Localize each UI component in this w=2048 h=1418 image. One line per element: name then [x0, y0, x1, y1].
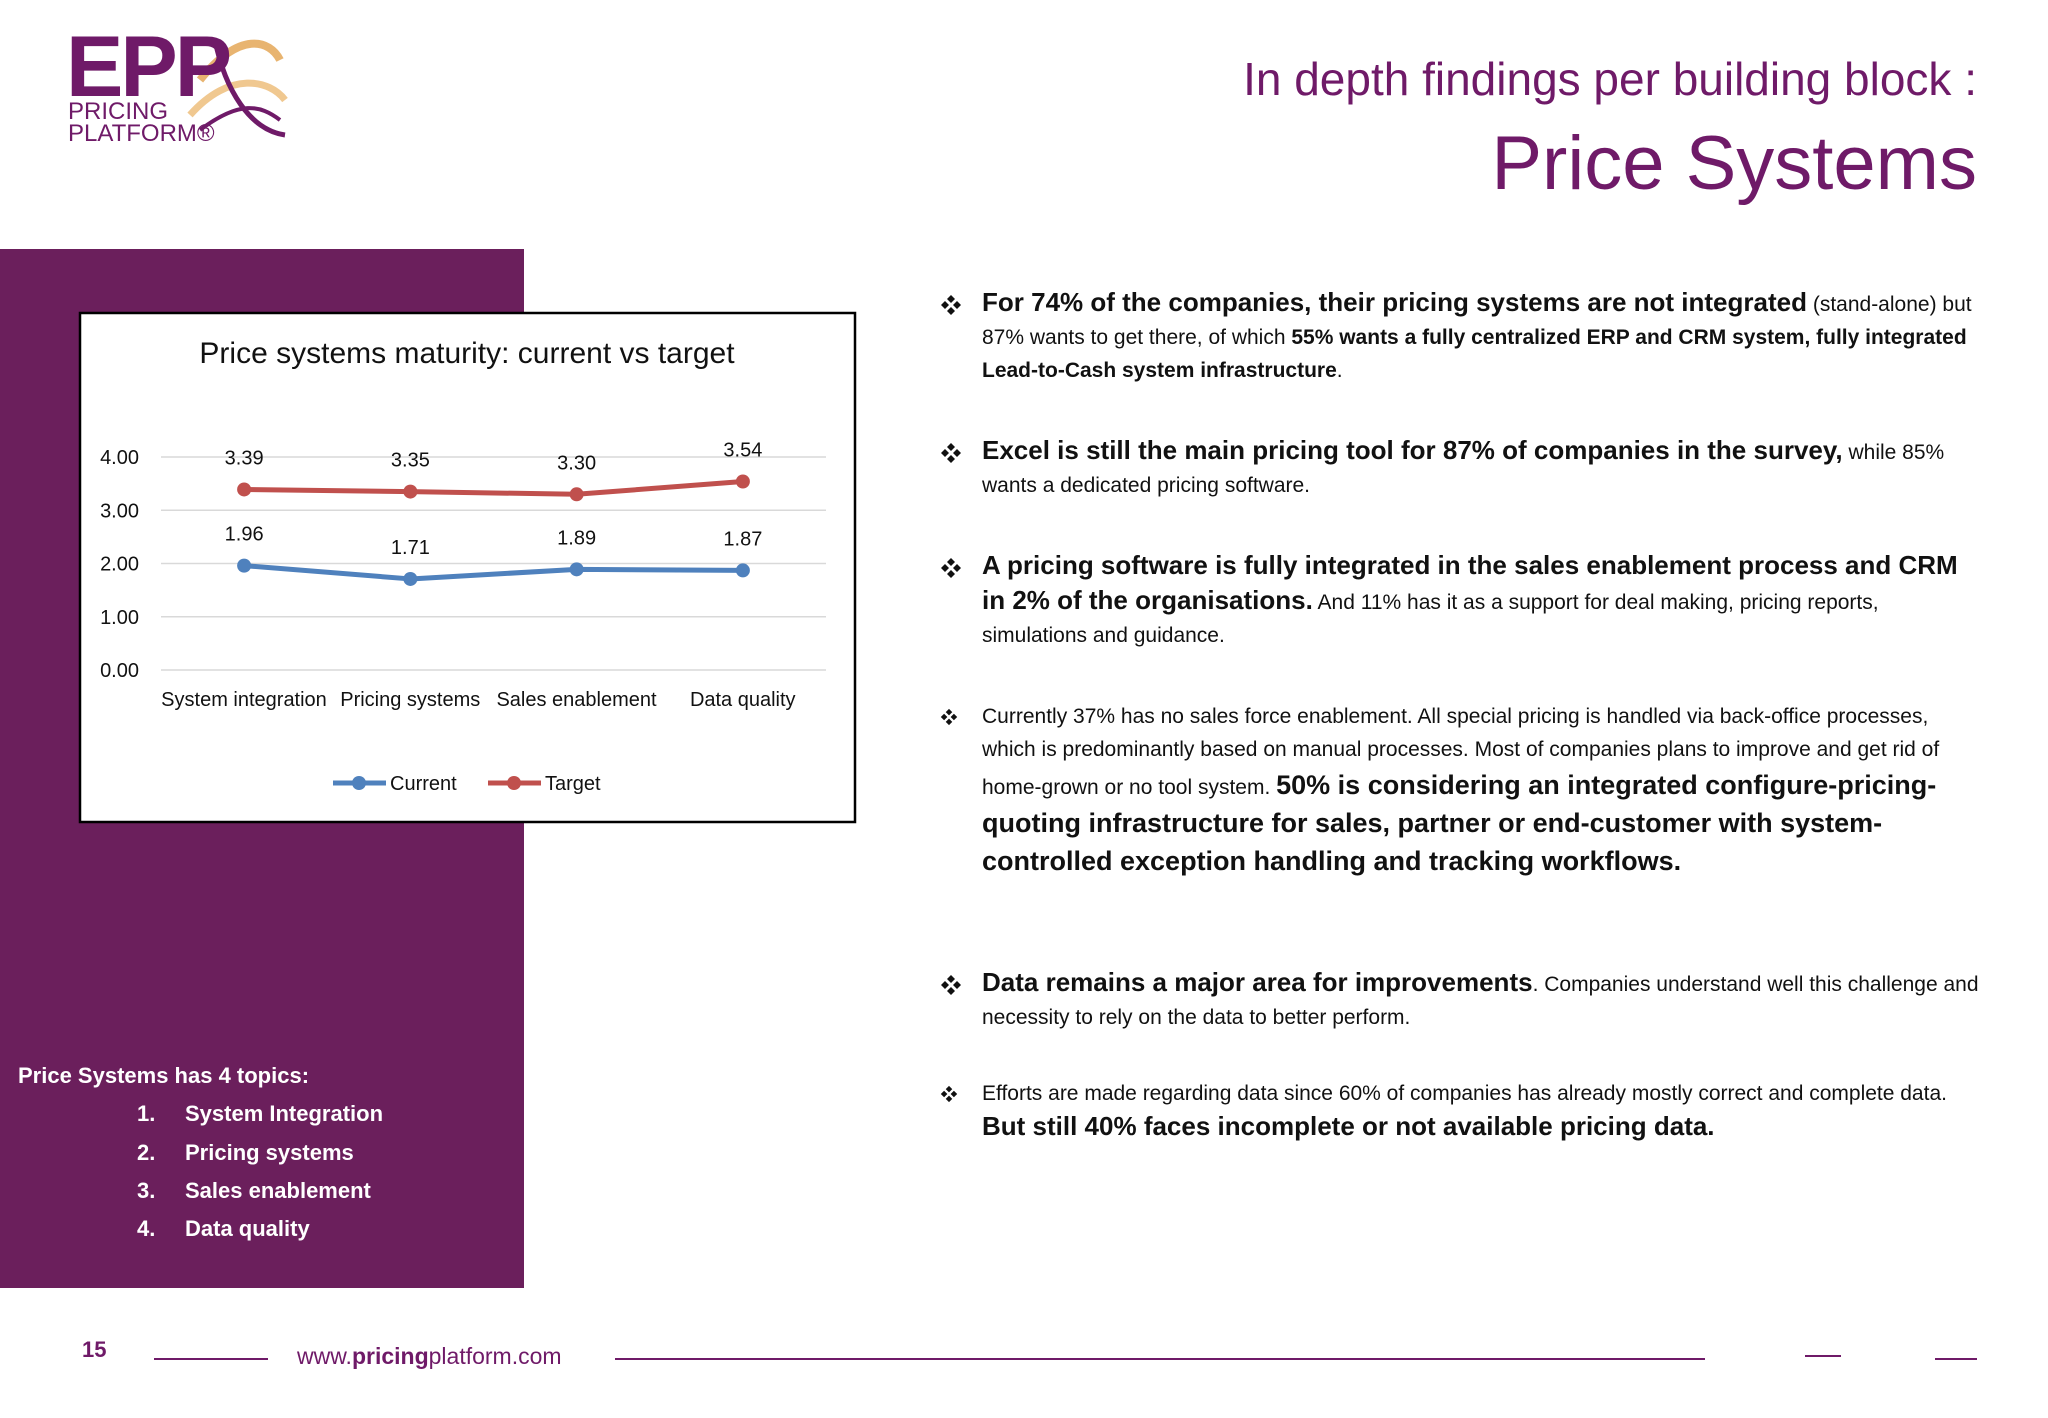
list-item: Pricing systems	[185, 1140, 354, 1165]
data-point	[237, 558, 252, 573]
text: Efforts are made regarding data since 60…	[982, 1082, 1947, 1105]
url-part: platform.com	[428, 1343, 562, 1369]
bullet: Data remains a major area for improvemen…	[940, 966, 1980, 1034]
list-item: Sales enablement	[185, 1178, 371, 1203]
data-point	[735, 563, 750, 578]
logo-swoosh	[187, 39, 288, 138]
legend-marker	[352, 776, 366, 790]
url-part: pricing	[351, 1343, 429, 1369]
y-tick-label: 3.00	[100, 500, 139, 522]
data-label: 3.30	[557, 452, 596, 474]
emphasis: A pricing software is fully integrated i…	[982, 550, 1958, 615]
data-label: 1.96	[225, 524, 264, 546]
data-label: 1.71	[391, 537, 430, 559]
list-item: Data quality	[185, 1216, 310, 1241]
sidebar-heading: Price Systems has 4 topics:	[18, 1063, 310, 1088]
text: . Companies understand well this challen…	[982, 973, 1979, 1029]
y-tick-label: 4.00	[100, 447, 139, 469]
logo-text: EPP	[66, 19, 232, 115]
list-number: 1.	[137, 1101, 156, 1126]
list-number: 2.	[137, 1140, 156, 1165]
list-number: 3.	[137, 1178, 156, 1203]
bullet: Excel is still the main pricing tool for…	[940, 434, 1980, 502]
legend-marker	[507, 776, 521, 790]
y-tick-label: 0.00	[100, 660, 139, 682]
emphasis: 50% is considering an integrated configu…	[982, 770, 1937, 876]
bullet: Currently 37% has no sales force enablem…	[940, 700, 1980, 880]
emphasis: Data remains a major area for improvemen…	[982, 967, 1533, 997]
bullet-text: Excel is still the main pricing tool for…	[982, 434, 1980, 502]
emphasis: For 74% of the companies, their pricing …	[982, 287, 1807, 317]
logo-text: PLATFORM®	[68, 120, 215, 147]
y-tick-label: 1.00	[100, 607, 139, 629]
chart-frame	[78, 311, 857, 824]
y-tick-label: 2.00	[100, 554, 139, 576]
data-label: 3.39	[225, 447, 264, 469]
bullet-text: Currently 37% has no sales force enablem…	[982, 700, 1980, 880]
text: Currently 37% has no sales force enablem…	[982, 705, 1940, 799]
bullet-text: For 74% of the companies, their pricing …	[982, 286, 1980, 387]
logo-text: PRICING	[68, 98, 169, 125]
text: .	[1336, 359, 1343, 382]
text: And 11% has it as a support for deal mak…	[982, 591, 1879, 647]
data-label: 3.35	[391, 450, 430, 472]
subtitle: In depth findings per building block :	[1243, 53, 1977, 105]
bullet-icon	[941, 558, 961, 578]
text: (stand-alone) but 87% wants to get there…	[982, 293, 1972, 349]
data-label: 1.87	[723, 528, 762, 550]
x-tick-label: Pricing systems	[340, 689, 481, 711]
bullet-icon	[940, 708, 958, 726]
emphasis: But still 40% faces incomplete or not av…	[982, 1111, 1715, 1141]
series-line	[243, 563, 743, 582]
bullet-icon	[940, 1085, 958, 1103]
data-point	[735, 474, 750, 489]
text: while 85% wants a dedicated pricing soft…	[982, 441, 1945, 497]
footer-url: www.pricingplatform.com	[297, 1343, 562, 1370]
emphasis: 55% wants a fully centralized ERP and CR…	[982, 326, 1967, 382]
bullet: For 74% of the companies, their pricing …	[940, 286, 1980, 387]
legend-label: Current	[390, 773, 457, 795]
bullet-icon	[941, 443, 961, 463]
x-tick-label: Data quality	[689, 689, 796, 711]
series-line	[244, 479, 744, 497]
data-label: 1.89	[557, 527, 596, 549]
data-point	[403, 571, 418, 586]
url-part: www.	[297, 1343, 352, 1369]
line-chart: 0.00 1.00 2.00 3.00 4.00 1.96 1.71 1.89 1.87 3.39…	[100, 439, 826, 795]
data-label: 3.54	[723, 439, 762, 461]
data-point	[569, 562, 584, 577]
list-item: System Integration	[185, 1101, 384, 1126]
bullet: Efforts are made regarding data since 60…	[940, 1077, 1980, 1145]
chart-title: Price systems maturity: current vs targe…	[199, 337, 735, 370]
list-number: 4.	[137, 1216, 156, 1241]
x-tick-label: System integration	[161, 689, 327, 711]
data-point	[237, 482, 252, 497]
page-number: 15	[82, 1337, 107, 1362]
emphasis: Excel is still the main pricing tool for…	[982, 435, 1843, 465]
bullet: A pricing software is fully integrated i…	[940, 549, 1980, 652]
bullet-text: Efforts are made regarding data since 60…	[982, 1077, 1980, 1145]
bullet-text: A pricing software is fully integrated i…	[982, 549, 1980, 652]
data-point	[569, 487, 584, 502]
x-tick-label: Sales enablement	[496, 689, 657, 711]
bullet-text: Data remains a major area for improvemen…	[982, 966, 1980, 1034]
legend-label: Target	[545, 773, 601, 795]
data-point	[403, 484, 418, 499]
title: Price Systems	[1491, 121, 1977, 206]
bullet-icon	[941, 295, 961, 315]
bullet-icon	[941, 975, 961, 995]
